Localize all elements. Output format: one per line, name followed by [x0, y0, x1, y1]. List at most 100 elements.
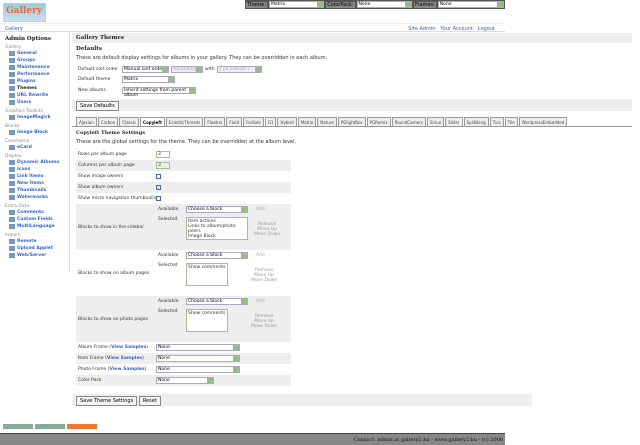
sidebar-item[interactable]: ImageMagick	[5, 114, 66, 121]
view-samples-link[interactable]: View Samples	[111, 345, 147, 350]
add-button[interactable]: Add	[256, 299, 265, 304]
theme-tab[interactable]: Tico	[489, 117, 504, 126]
view-samples-link[interactable]: View Samples	[106, 356, 143, 361]
theme-tab[interactable]: Slider	[445, 117, 463, 126]
site-admin-link[interactable]: Site Admin	[408, 26, 436, 32]
sidebar-item[interactable]: Dynamic Albums	[5, 159, 66, 166]
sidebar-item-label: Upload Applet	[17, 246, 54, 251]
sidebar-item[interactable]: Custom Fields	[5, 216, 66, 223]
frame-select[interactable]: None	[156, 355, 240, 362]
sidebar-item[interactable]: MultiLanguage	[5, 223, 66, 230]
remove-button[interactable]: Remove	[254, 314, 274, 319]
theme-tab[interactable]: Carbon	[97, 117, 119, 126]
theme-tab[interactable]: Fluid	[226, 117, 242, 126]
sidebar-item[interactable]: Image Block	[5, 129, 66, 136]
theme-tab[interactable]: PGRemix	[366, 117, 391, 126]
sidebar-item[interactable]: Performance	[5, 71, 66, 78]
sidebar-item-label: New Items	[17, 181, 44, 186]
frame-select[interactable]: None	[156, 366, 240, 373]
theme-tab[interactable]: EclecticThreads	[165, 117, 204, 126]
sidebar-item[interactable]: Comments	[5, 209, 66, 216]
sidebar-item[interactable]: Web/Server	[5, 252, 66, 259]
badge[interactable]	[35, 424, 65, 429]
frame-select[interactable]: None	[156, 344, 240, 351]
logout-link[interactable]: Logout	[477, 26, 495, 32]
sort-order-select[interactable]: Manual sort order	[122, 66, 169, 73]
frames-select[interactable]: None	[437, 1, 504, 8]
sidebar-item[interactable]: Icons	[5, 166, 66, 173]
breadcrumb-gallery[interactable]: Gallery	[5, 26, 23, 32]
sidebar-item[interactable]: eCard	[5, 144, 66, 151]
theme-tab[interactable]: Classic	[119, 117, 140, 126]
sidebar-item[interactable]: Link Items	[5, 173, 66, 180]
sidebar-item[interactable]: Maintenance	[5, 64, 66, 71]
selected-blocks-list[interactable]: Show comments	[186, 263, 228, 286]
selected-blocks-list[interactable]: Item actions Links to album/photo peers …	[186, 217, 248, 240]
checkbox[interactable]: ✓	[156, 185, 161, 190]
move-down-button[interactable]: Move Down	[251, 324, 278, 329]
theme-tab[interactable]: WordpressEmbedded	[518, 117, 568, 126]
theme-tab[interactable]: SplitBang	[463, 117, 489, 126]
sidebar-item[interactable]: Themes	[5, 85, 66, 92]
theme-tab[interactable]: RoundCorners	[391, 117, 426, 126]
theme-select[interactable]: Matrix	[268, 1, 325, 8]
colorpack-select[interactable]: None	[156, 377, 214, 384]
reset-button[interactable]: Reset	[138, 396, 161, 406]
default-theme-select[interactable]: Matrix	[122, 76, 175, 83]
checkbox[interactable]	[156, 174, 161, 179]
badge[interactable]	[67, 424, 97, 429]
sidebar-item[interactable]: New Items	[5, 180, 66, 187]
move-down-button[interactable]: Move Down	[251, 278, 278, 283]
sidebar-item[interactable]: Upload Applet	[5, 245, 66, 252]
checkbox[interactable]	[156, 196, 161, 201]
sidebar-item[interactable]: Plugins	[5, 78, 66, 85]
theme-tab[interactable]: G1	[264, 117, 277, 126]
move-down-button[interactable]: Move Down	[254, 232, 281, 237]
add-button[interactable]: Add	[256, 207, 265, 212]
theme-tab[interactable]: ForSale	[243, 117, 264, 126]
gallery-logo[interactable]: Gallery	[3, 3, 46, 22]
setting-input[interactable]: 3	[156, 151, 170, 158]
available-block-select[interactable]: Choose a block	[186, 206, 248, 213]
theme-tab[interactable]: Hybrid	[277, 117, 297, 126]
move-up-button[interactable]: Move Up	[254, 319, 274, 324]
save-theme-settings-button[interactable]: Save Theme Settings	[76, 396, 138, 406]
your-account-link[interactable]: Your Account	[440, 26, 473, 32]
add-button[interactable]: Add	[256, 253, 265, 258]
setting-input[interactable]: 3	[156, 162, 170, 169]
sidebar-item[interactable]: URL Rewrite	[5, 92, 66, 99]
colorpack-select[interactable]: None	[356, 1, 412, 8]
available-block-select[interactable]: Choose a block	[186, 252, 248, 259]
sidebar-item[interactable]: General	[5, 50, 66, 57]
new-albums-select[interactable]: Inherit settings from parent album	[122, 87, 196, 98]
footer: Contact: admin at gallery2.hu - www.gall…	[0, 433, 505, 445]
view-samples-link[interactable]: View Samples	[109, 367, 145, 372]
theme-tab[interactable]: Tile	[504, 117, 518, 126]
remove-button[interactable]: Remove	[257, 222, 277, 227]
admin-icon	[9, 79, 15, 84]
sidebar-group: Import	[5, 233, 20, 238]
theme-tab[interactable]: Siriux	[426, 117, 445, 126]
badge[interactable]	[3, 424, 33, 429]
sidebar-item[interactable]: Thumbnails	[5, 187, 66, 194]
selected-blocks-list[interactable]: Show comments	[186, 309, 228, 332]
sidebar-item[interactable]: Users	[5, 99, 66, 106]
move-up-button[interactable]: Move Up	[257, 227, 277, 232]
theme-tab[interactable]: Floatrix	[204, 117, 226, 126]
remove-button[interactable]: Remove	[254, 268, 274, 273]
sidebar-item[interactable]: Remote	[5, 238, 66, 245]
move-up-button[interactable]: Move Up	[254, 273, 274, 278]
theme-tab[interactable]: Ajaxian	[76, 117, 97, 126]
available-label: Available	[158, 207, 179, 212]
save-defaults-button[interactable]: Save Defaults	[76, 101, 119, 111]
sidebar-item[interactable]: Watermarks	[5, 194, 66, 201]
sidebar-item-label: Groups	[17, 58, 36, 63]
theme-tab[interactable]: Nature	[317, 117, 337, 126]
theme-tab[interactable]: PGlightBox	[337, 117, 366, 126]
sidebar-item[interactable]: Groups	[5, 57, 66, 64]
sidebar-item-label: Image Block	[17, 130, 48, 135]
theme-tab[interactable]: Copyleft	[140, 117, 165, 126]
theme-tab[interactable]: Matrix	[297, 117, 317, 126]
available-label: Available	[158, 299, 179, 304]
available-block-select[interactable]: Choose a block	[186, 298, 248, 305]
